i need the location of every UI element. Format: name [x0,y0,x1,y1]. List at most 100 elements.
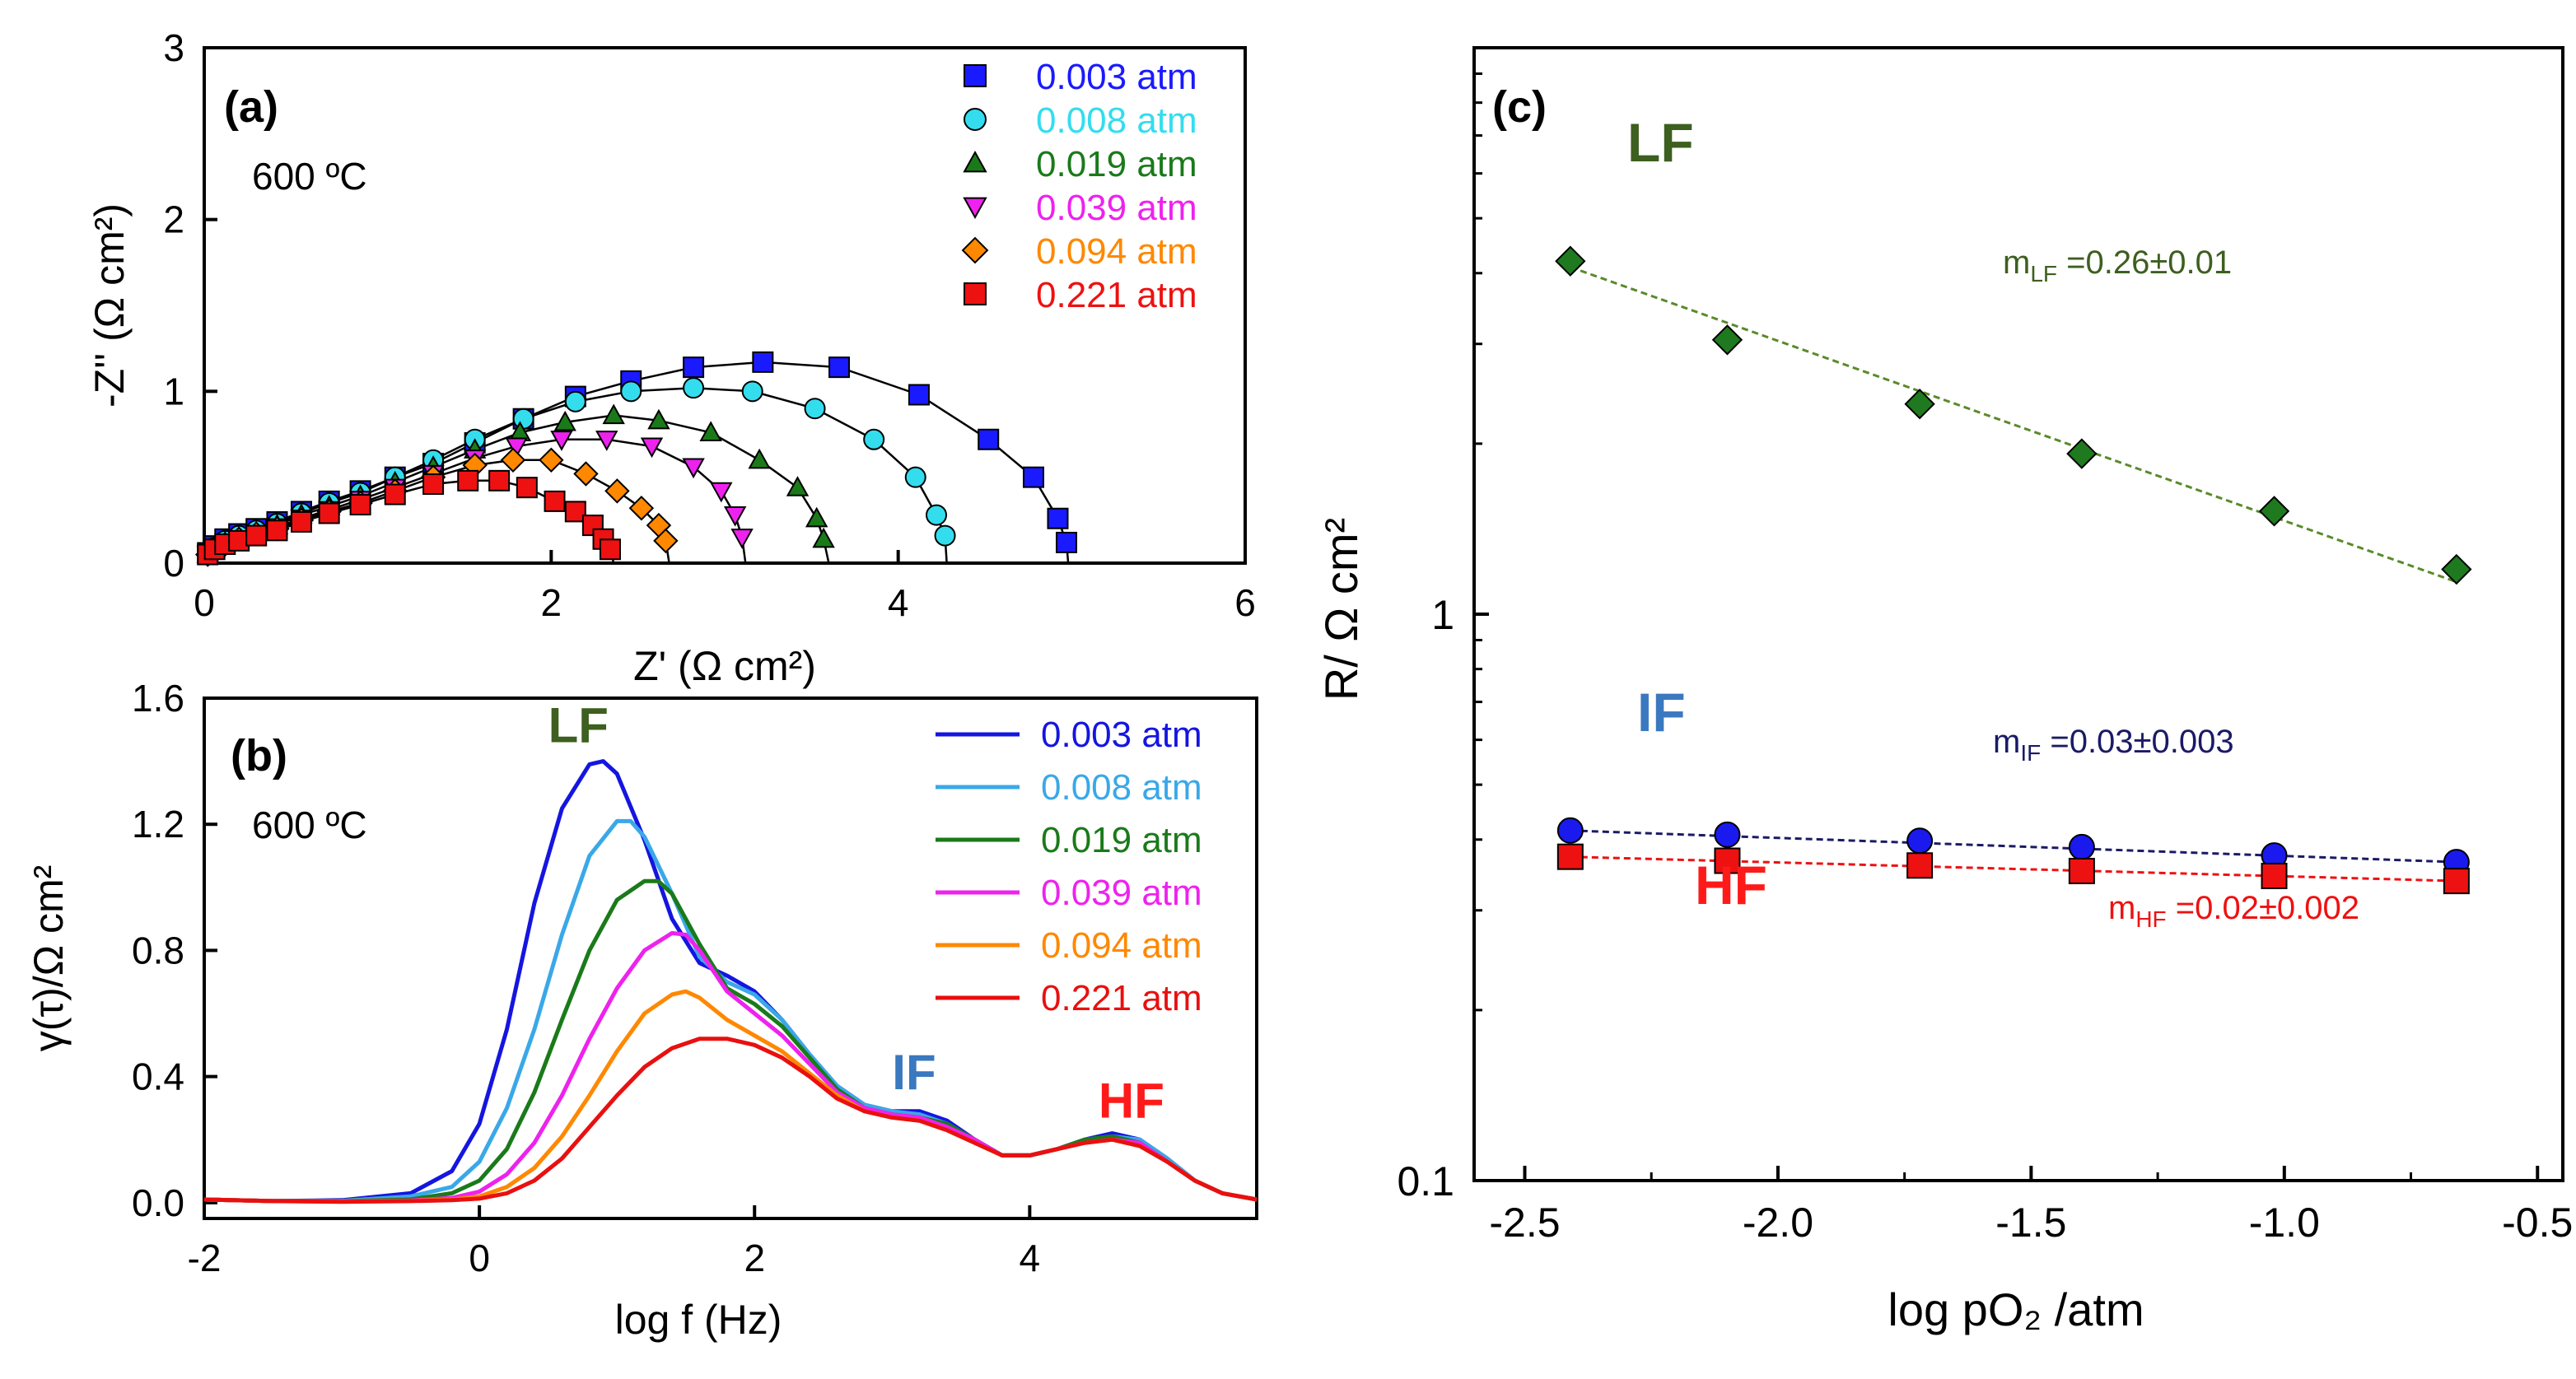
panel-a-point [384,483,406,505]
panel-a-point [863,428,885,450]
panel-c-point [1906,827,1934,855]
panel-a-point [349,494,371,516]
panel-a-points [194,351,1078,567]
panel-a-point [599,538,621,561]
panel-a-legend-label: 0.008 atm [1036,100,1197,141]
panel-a-point [640,437,664,459]
panel-a-point [290,510,312,533]
panel-a-point [752,351,774,373]
panel-a-point [804,398,826,420]
panel-a-point [786,476,810,496]
panel-a-point [647,408,670,430]
panel-c-xtick-label: -1.5 [1995,1200,2066,1246]
panel-c-point [1555,245,1586,277]
panel-a-ytick-label: 1 [163,370,184,412]
panel-c-fit-line [1570,829,2457,864]
panel-c-point [1556,843,1584,870]
panel-c-slope-label: mLF =0.26±0.01 [2003,245,2232,287]
panel-c-label: (c) [1492,82,1547,132]
panel-a-legend-label: 0.221 atm [1036,275,1197,315]
panel-a-point [934,524,956,547]
panel-c-fit-line [1570,265,2457,584]
panel-b-xtick-label: -2 [188,1237,222,1279]
panel-a-point [683,377,705,399]
panel-a-point [500,447,526,473]
panel-c-point [1906,852,1934,879]
panel-b-legend-label: 0.019 atm [1041,820,1202,860]
panel-a-point [828,356,851,379]
panel-a-point [748,448,771,469]
panel-a-point [908,384,930,406]
panel-a-xlabel: Z' (Ω cm²) [633,643,816,689]
panel-a-point [1022,466,1044,488]
panel-a-point [730,529,754,549]
panel-a-point [1047,507,1069,529]
panel-a-ylabel: -Z'' (Ω cm²) [86,203,133,408]
panel-a-point [544,490,566,512]
panel-a-frame [203,46,1247,565]
panel-a-legend-label: 0.039 atm [1036,188,1197,228]
panel-b-xtick-label: 0 [469,1237,490,1279]
panel-a-point [683,356,705,379]
panel-a-point [457,469,479,492]
panel-a-xtick-label: 6 [1234,581,1256,624]
panel-c-point [1711,324,1743,356]
panel-b-peak-label: LF [548,698,609,753]
panel-b-ytick-label: 0.8 [132,929,184,971]
panel-a-legend-marker [963,197,987,220]
panel-a-temperature: 600 ºC [252,155,367,198]
panel-b-xlabel: log f (Hz) [615,1297,782,1343]
panel-b-line [203,930,1258,1204]
panel-a-label: (a) [224,82,278,132]
panel-c-series-label: IF [1637,682,1686,743]
panel-a-point [723,505,747,527]
panel-a-ytick-label: 0 [163,542,184,585]
panel-c-point [2443,868,2470,895]
panel-a-point [1056,531,1078,553]
panel-a-legend-marker [964,108,987,131]
panel-a-point [505,437,528,459]
panel-b-lines [203,759,1258,1204]
panel-a-point [512,408,534,430]
panel-c-xtick-label: -2.0 [1743,1200,1813,1246]
panel-a-point [516,477,538,499]
panel-a-legend-marker [964,282,987,305]
panel-a-legend-label: 0.019 atm [1036,144,1197,184]
panel-c-point [2066,438,2098,469]
panel-a-point [318,502,340,524]
panel-c-xlabel: log pO₂ /atm [1888,1283,2144,1335]
panel-a-point [564,390,586,412]
panel-b-legend-label: 0.094 atm [1041,925,1202,966]
panel-b-peak-label: HF [1099,1073,1164,1128]
panel-c-xtick-label: -2.5 [1489,1200,1560,1246]
panel-b-label: (b) [231,731,287,780]
panel-a-legend-marker [961,236,989,264]
panel-a-point [904,466,926,488]
panel-b-legend: 0.003 atm 0.008 atm 0.019 atm 0.039 atm 0.09… [936,715,1202,1018]
panel-c-frame [1472,46,2564,1182]
panel-b-ylabel: γ(τ)/Ω cm² [26,865,72,1052]
panel-a-point [488,469,511,492]
panel-a-legend-marker [964,64,987,87]
panel-b-peak-label: IF [892,1045,936,1100]
panel-a-point [926,504,948,526]
panel-b-ytick-label: 1.2 [132,803,184,846]
panel-a-point [604,478,630,504]
panel-a-point [628,496,655,521]
panel-a-point [595,431,618,451]
panel-c-point [2068,857,2095,884]
panel-c-point [2441,553,2472,585]
panel-c-point [2068,833,2095,860]
panel-c-point [1904,389,1935,420]
panel-c-fit-lines [1570,265,2457,883]
panel-a-point [266,519,288,542]
panel-b-ytick-label: 0.0 [132,1181,184,1224]
panel-b-line [203,878,1258,1204]
panel-c-series-label: LF [1627,112,1694,173]
panel-c-xtick-label: -0.5 [2502,1200,2573,1246]
panel-c-point [1714,847,1741,874]
